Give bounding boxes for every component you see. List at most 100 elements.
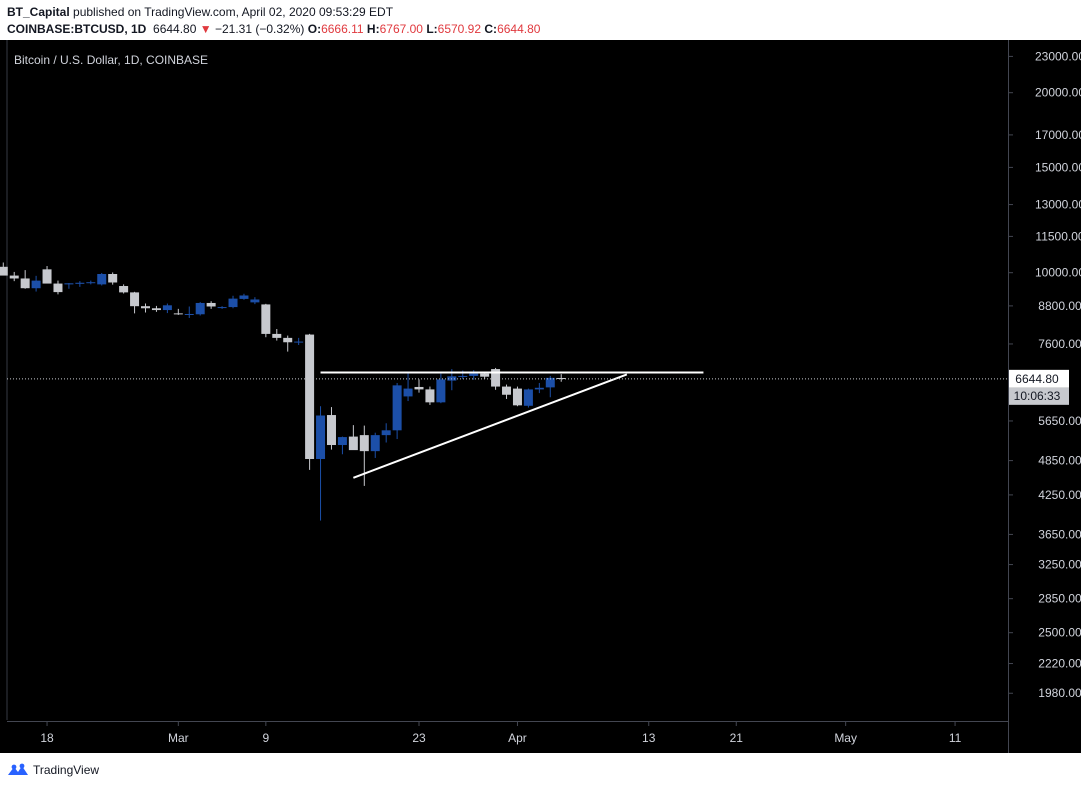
candle: [436, 373, 446, 404]
candle-body: [64, 283, 74, 285]
candle-body: [523, 389, 533, 406]
close-label: C:: [484, 22, 498, 36]
candle: [491, 367, 501, 390]
candle: [162, 303, 172, 314]
last-price-label: 6644.80: [1015, 372, 1059, 386]
low-label: L:: [426, 22, 438, 36]
candle-body: [108, 273, 118, 283]
x-tick-label: 21: [730, 731, 744, 745]
tradingview-logo-icon[interactable]: [7, 762, 29, 778]
chart-background: [0, 40, 1081, 753]
candle-body: [239, 295, 249, 299]
candle-body: [283, 337, 293, 343]
candle-body: [0, 266, 8, 276]
candle-body: [502, 386, 512, 395]
candle: [523, 388, 533, 408]
candle-body: [305, 334, 315, 460]
open-label: O:: [307, 22, 322, 36]
brand-name[interactable]: TradingView: [33, 763, 100, 777]
candle: [370, 432, 380, 458]
y-tick-label: 2220.00: [1038, 657, 1081, 671]
candle-body: [425, 389, 435, 403]
candle-body: [119, 286, 129, 293]
candle: [31, 275, 41, 292]
candle: [480, 372, 490, 380]
candle: [294, 337, 304, 345]
x-tick-label: 18: [40, 731, 54, 745]
candle-body: [545, 377, 555, 388]
candle-body: [20, 278, 30, 289]
candle: [272, 329, 282, 341]
y-tick-label: 20000.00: [1035, 86, 1081, 100]
candle-body: [195, 302, 205, 315]
candle-body: [272, 333, 282, 338]
author-name[interactable]: BT_Capital: [7, 5, 70, 19]
high-label: H:: [366, 22, 380, 36]
candle: [316, 406, 326, 521]
symbol-info-bar: COINBASE:BTCUSD, 1D 6644.80 ▼ −21.31 (−0…: [7, 22, 540, 36]
footer: TradingView: [0, 753, 1081, 788]
candle-body: [370, 435, 380, 452]
candle: [348, 425, 358, 451]
candle-body: [392, 385, 402, 431]
x-tick-label: 11: [949, 731, 962, 745]
candle: [119, 284, 129, 294]
candle-body: [261, 304, 271, 334]
x-tick-label: 23: [412, 731, 426, 745]
price-chart[interactable]: Bitcoin / U.S. Dollar, 1D, COINBASE 2300…: [0, 40, 1081, 753]
candle: [206, 301, 216, 309]
last-price-tag: [1009, 369, 1069, 388]
candle: [239, 293, 249, 300]
candle-body: [480, 373, 490, 377]
candle-body: [86, 282, 96, 284]
candle-body: [130, 292, 140, 307]
candle-body: [458, 375, 468, 377]
price-change: −21.31 (−0.32%): [214, 22, 305, 36]
candle: [184, 306, 194, 318]
candle-body: [491, 369, 501, 387]
candle: [545, 375, 555, 398]
candle-body: [534, 387, 544, 390]
ascending-trendline-line[interactable]: [353, 373, 628, 479]
candle-body: [31, 280, 41, 289]
candle-body: [173, 313, 183, 315]
chart-title: Bitcoin / U.S. Dollar, 1D, COINBASE: [14, 53, 208, 67]
last-price: 6644.80: [153, 22, 197, 36]
candle: [403, 373, 413, 402]
candle-body: [9, 275, 19, 279]
y-tick-label: 7600.00: [1038, 337, 1081, 351]
countdown-label: 10:06:33: [1014, 389, 1061, 403]
candle: [261, 303, 271, 338]
candle: [512, 386, 522, 407]
candle: [392, 382, 402, 440]
symbol-label: COINBASE:BTCUSD, 1D: [7, 22, 147, 36]
candle: [217, 306, 227, 309]
candle: [86, 280, 96, 285]
y-tick-label: 17000.00: [1035, 128, 1081, 142]
candle: [283, 335, 293, 352]
y-tick-label: 8800.00: [1038, 299, 1081, 313]
candle: [556, 374, 566, 382]
candle-body: [151, 308, 161, 311]
candle: [75, 281, 85, 287]
candle: [151, 305, 161, 312]
candle: [20, 270, 30, 289]
candle: [381, 423, 391, 443]
candle: [130, 291, 140, 314]
candle-body: [512, 388, 522, 406]
candle-body: [42, 269, 52, 284]
y-tick-label: 3250.00: [1038, 558, 1081, 572]
candle-body: [403, 388, 413, 397]
candle-body: [97, 273, 107, 285]
candle-body: [381, 430, 391, 436]
candle-body: [162, 305, 172, 311]
candle-body: [206, 302, 216, 307]
change-down-icon: ▼: [199, 22, 212, 36]
x-tick-label: Apr: [508, 731, 527, 745]
candle: [97, 272, 107, 286]
close-value: 6644.80: [497, 22, 541, 36]
candle-body: [250, 299, 260, 303]
candle-body: [141, 306, 150, 309]
candle: [359, 425, 369, 486]
candle-body: [316, 415, 326, 460]
